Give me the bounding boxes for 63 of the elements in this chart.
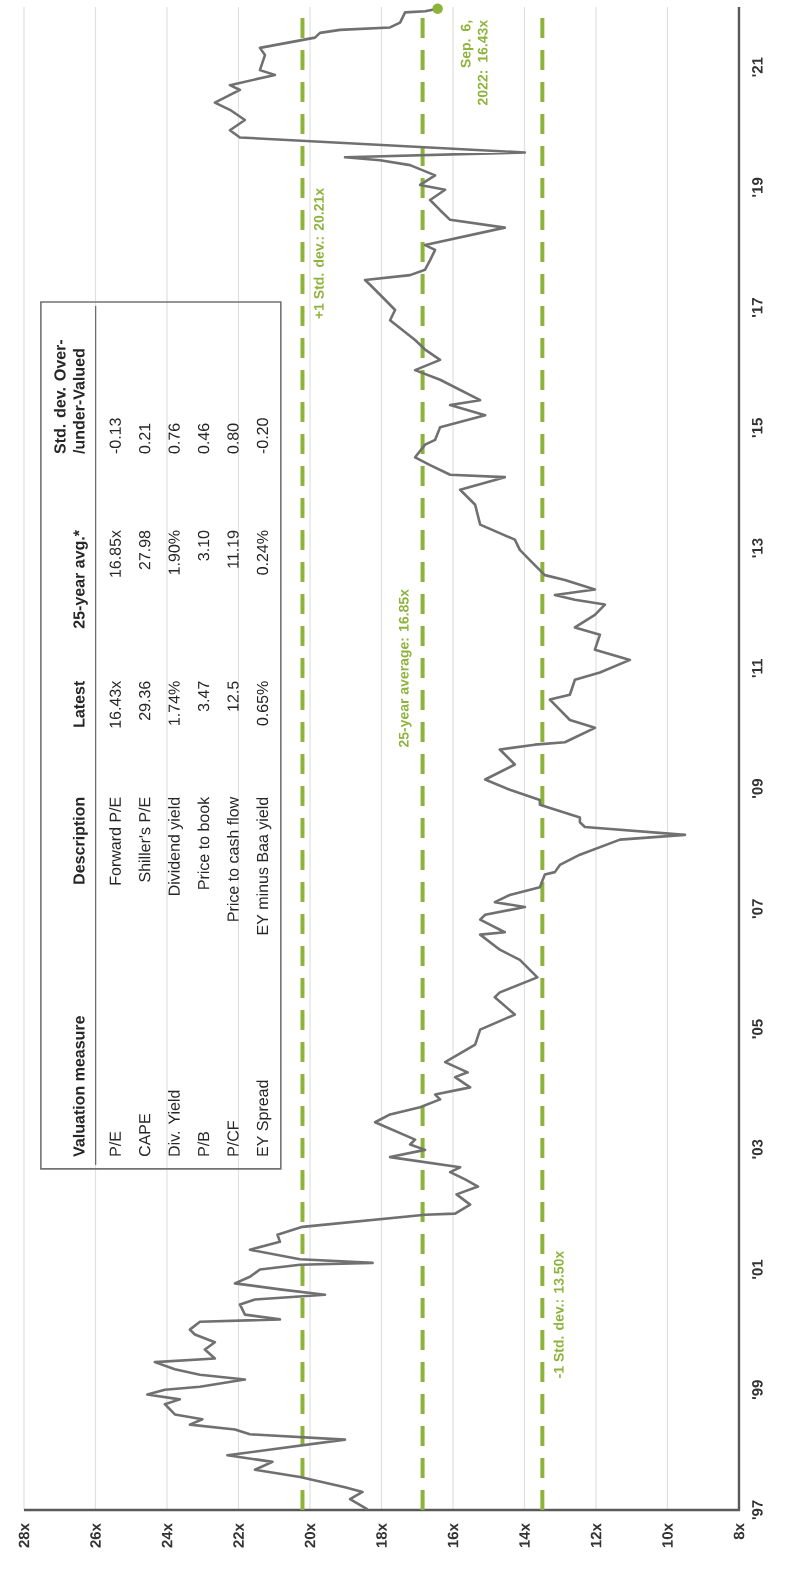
y-tick-label: '03	[752, 1139, 763, 1159]
y-tick-label: '13	[752, 538, 763, 558]
annotation: P/B	[197, 1131, 210, 1156]
annotation: 1.90%	[168, 530, 180, 575]
annotation: Shiller's P/E	[138, 797, 151, 882]
x-tick-label: 8x	[733, 1523, 745, 1540]
x-tick-label: 24x	[161, 1523, 173, 1548]
annotation: Latest	[73, 680, 85, 727]
y-tick-label: '99	[752, 1380, 763, 1400]
annotation: EY Spread	[256, 1080, 272, 1156]
annotation: EY minus Baa yield	[256, 797, 272, 935]
annotation: 1.74%	[168, 681, 180, 725]
x-tick-label: 26x	[90, 1523, 101, 1548]
annotation: Valuation measure	[72, 1016, 85, 1157]
annotation: Std. dev. Over-/under-Valued	[53, 339, 85, 454]
y-tick-label: '11	[752, 659, 763, 678]
annotation: 0.24%	[256, 530, 269, 575]
annotation: Forward P/E	[109, 797, 121, 885]
annotation: 0.80	[227, 423, 239, 454]
annotation: P/CF	[226, 1121, 239, 1156]
annotation: -0.13	[109, 418, 121, 454]
y-tick-label: '97	[752, 1500, 763, 1520]
annotation: Sep. 6, 2022: 16.43x	[460, 19, 488, 106]
y-tick-label: '19	[752, 177, 763, 197]
annotation: 0.21	[139, 423, 151, 454]
x-tick-label: 12x	[590, 1523, 602, 1548]
annotation: 0.46	[197, 423, 210, 454]
annotation: Price to book	[197, 796, 210, 889]
annotation: Div. Yield	[168, 1090, 180, 1156]
y-tick-label: '15	[752, 418, 763, 438]
y-tick-label: '07	[752, 899, 763, 919]
ref-line-label: 25-year average: 16.85x	[398, 589, 412, 748]
annotation: 25-year avg.*	[73, 530, 88, 629]
annotation: 16.43x	[109, 680, 121, 728]
ref-line-label: +1 Std. dev.: 20.21x	[313, 188, 324, 319]
annotation: Price to cash flow	[226, 796, 239, 921]
x-tick-label: 22x	[233, 1523, 244, 1548]
y-tick-label: '05	[752, 1019, 763, 1039]
annotation: Dividend yield	[168, 797, 183, 896]
x-tick-label: 20x	[304, 1523, 316, 1548]
x-tick-label: 28x	[18, 1523, 30, 1548]
annotation: -0.20	[256, 418, 269, 454]
y-tick-label: '21	[752, 57, 763, 77]
x-tick-label: 10x	[662, 1523, 673, 1548]
annotation: 16.85x	[109, 530, 121, 577]
annotation: 27.98	[139, 530, 151, 570]
annotation: 3.47	[197, 681, 210, 712]
annotation: 12.5	[227, 681, 239, 711]
annotation: Description	[72, 797, 88, 884]
annotation: 0.76	[168, 423, 180, 454]
annotation: 29.36	[139, 681, 151, 720]
x-tick-label: 18x	[376, 1523, 387, 1548]
annotation: CAPE	[139, 1114, 151, 1157]
y-tick-label: '01	[752, 1259, 763, 1279]
ref-line-label: -1 Std. dev.: 13.50x	[553, 1250, 564, 1378]
annotation: 11.19	[227, 530, 239, 568]
annotation: P/E	[109, 1131, 121, 1156]
x-tick-label: 14x	[519, 1523, 530, 1548]
y-tick-label: '09	[752, 778, 763, 798]
y-tick-label: '17	[752, 298, 763, 317]
annotation: 3.10	[197, 530, 210, 561]
x-tick-label: 16x	[447, 1523, 459, 1548]
annotation: 0.65%	[256, 681, 269, 726]
